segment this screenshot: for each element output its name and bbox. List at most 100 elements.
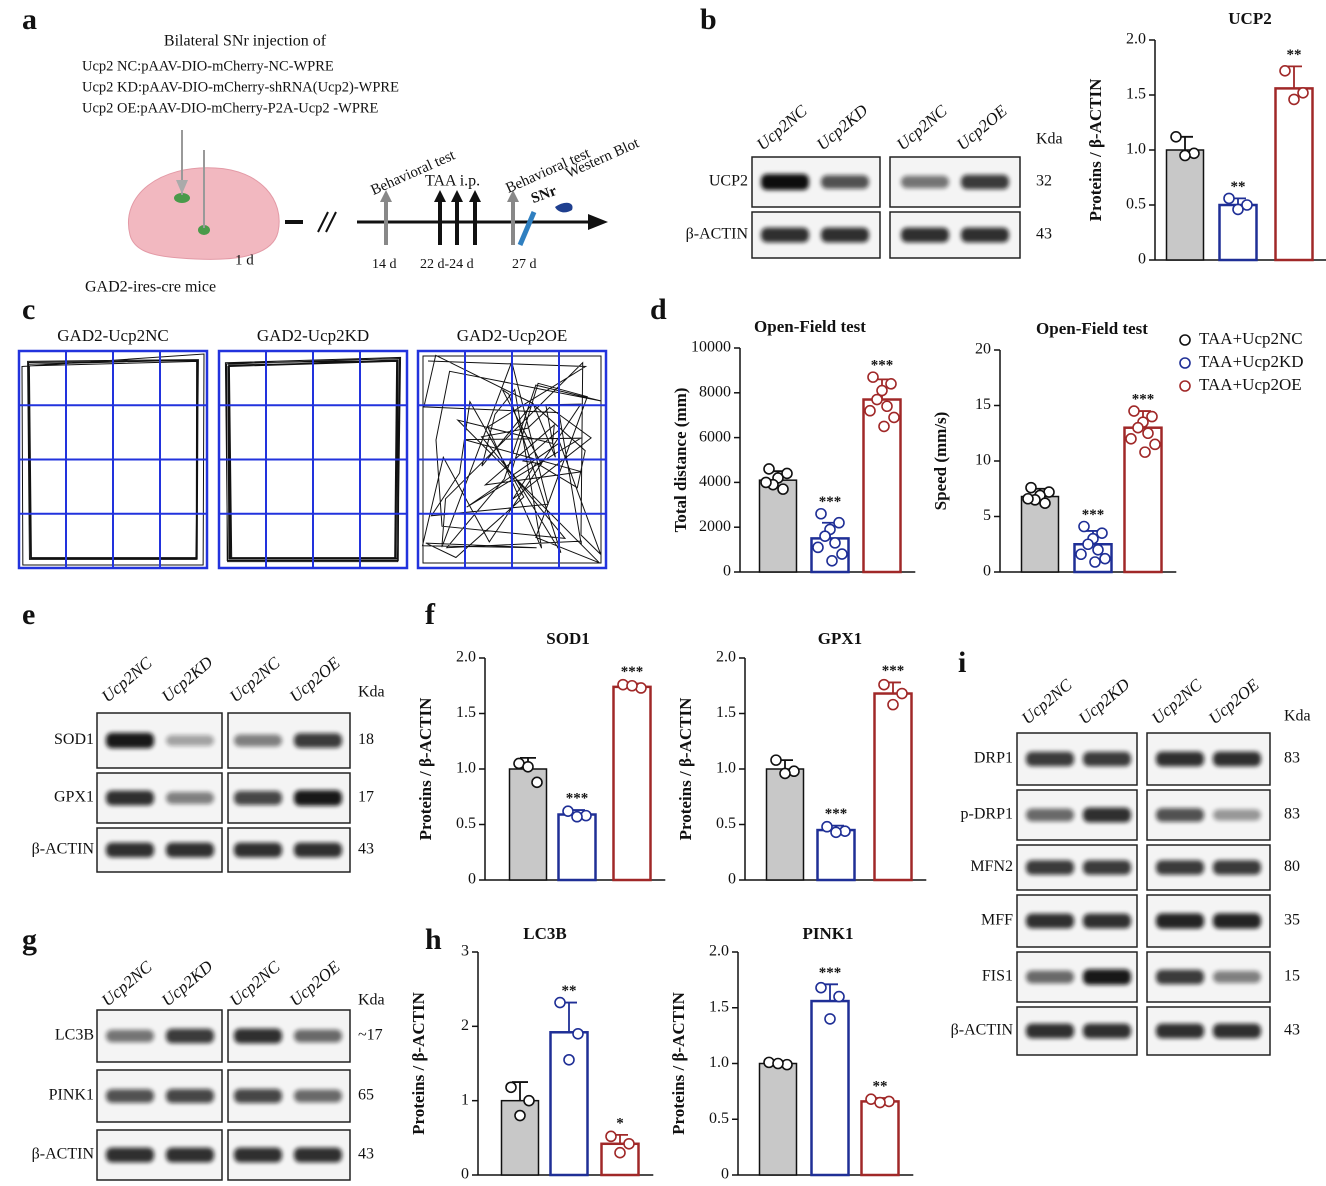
data-point: [1288, 93, 1300, 106]
data-point: [896, 687, 908, 700]
data-point: [1096, 527, 1108, 539]
data-point: [572, 1027, 584, 1040]
legend-marker: [1179, 334, 1191, 346]
chart-title: SOD1: [546, 629, 589, 648]
bar: [758, 479, 798, 573]
band: [1156, 913, 1204, 929]
data-point: [777, 483, 789, 495]
kda-value: 32: [1036, 173, 1052, 190]
data-point: [1089, 556, 1101, 568]
kda-value: 35: [1284, 912, 1300, 929]
kda-value: 43: [358, 1146, 374, 1163]
bar: [612, 685, 652, 882]
arena-label: GAD2-Ucp2KD: [257, 326, 369, 345]
data-point: [876, 384, 888, 397]
data-point: [1125, 432, 1137, 445]
band: [1026, 970, 1074, 984]
data-point: [829, 537, 841, 549]
y-tick-label: 2: [461, 1017, 469, 1034]
data-point: [878, 420, 890, 433]
data-point: [1099, 552, 1111, 565]
data-point: [833, 516, 845, 529]
data-point: [1223, 192, 1235, 205]
band: [234, 734, 282, 747]
significance: **: [562, 983, 577, 999]
row-label: β-ACTIN: [951, 1022, 1014, 1039]
chart-title: PINK1: [803, 924, 854, 943]
kda-value: 43: [1284, 1022, 1300, 1039]
significance: **: [1231, 179, 1246, 195]
lane-label: Ucp2NC: [1148, 675, 1206, 728]
data-point: [760, 476, 772, 489]
bar: [860, 1100, 900, 1177]
construct: Ucp2 KD:pAAV-DIO-mCherry-shRNA(Ucp2)-WPR…: [82, 79, 399, 95]
band: [821, 227, 869, 243]
kda-value: ~17: [358, 1027, 383, 1044]
error-bar: [512, 1081, 528, 1101]
data-point: [614, 1146, 626, 1159]
kda-value: 17: [358, 789, 374, 806]
y-tick-label: 1: [461, 1091, 469, 1108]
day-label: 14 d: [372, 257, 397, 272]
bar: [557, 813, 597, 882]
data-point: [1146, 410, 1158, 423]
band: [294, 1147, 342, 1163]
band: [1213, 1023, 1261, 1039]
data-point: [1022, 492, 1034, 505]
kda-value: 43: [358, 841, 374, 858]
data-point: [826, 554, 838, 567]
lane-label: Ucp2NC: [753, 101, 811, 154]
band: [234, 791, 282, 805]
band: [166, 1147, 214, 1163]
break: [317, 211, 337, 233]
kda-value: 18: [358, 731, 374, 748]
band: [234, 842, 282, 858]
data-point: [1279, 65, 1291, 77]
legend-marker: [1179, 357, 1191, 369]
data-point: [812, 541, 824, 554]
arena: [217, 349, 409, 570]
schematic-heading: Bilateral SNr injection of: [164, 33, 327, 50]
data-point: [772, 1057, 784, 1070]
arrow-head: [176, 180, 188, 194]
y-tick-label: 1.0: [709, 1054, 729, 1071]
significance: ***: [819, 494, 842, 510]
band: [1026, 751, 1074, 767]
bar: [758, 1062, 798, 1176]
chart-title: GPX1: [818, 629, 862, 648]
y-tick-label: 2000: [699, 518, 731, 535]
y-axis-label: Proteins / β-ACTIN: [409, 991, 428, 1134]
band: [901, 175, 949, 189]
data-point: [522, 760, 534, 773]
trace: [21, 353, 205, 566]
row-label: GPX1: [54, 789, 94, 806]
band: [1156, 860, 1204, 875]
data-point: [531, 776, 543, 789]
data-point: [605, 1130, 617, 1143]
y-axis-label: Proteins / β-ACTIN: [416, 697, 435, 840]
bar: [1020, 495, 1060, 573]
lane-label: Ucp2KD: [158, 956, 217, 1010]
band: [106, 1089, 154, 1103]
data-point: [864, 404, 876, 417]
band: [294, 790, 342, 806]
panel-label: g: [22, 923, 37, 956]
y-tick-label: 1.0: [716, 760, 736, 777]
brain-spot: [198, 225, 210, 235]
chart-title: Open-Field test: [754, 317, 866, 336]
lane-label: Ucp2NC: [893, 101, 951, 154]
data-point: [1232, 203, 1244, 216]
y-tick-label: 2.0: [709, 943, 729, 960]
lane-label: Ucp2OE: [286, 957, 344, 1010]
panel-label: h: [425, 923, 442, 956]
data-point: [1139, 446, 1151, 458]
slice: [517, 211, 537, 246]
y-tick-label: 2.0: [1126, 31, 1146, 48]
kda-value: 83: [1284, 806, 1300, 823]
band: [106, 1147, 154, 1163]
panel-label: a: [22, 3, 37, 36]
y-tick-label: 0: [468, 871, 476, 888]
band: [1213, 971, 1261, 983]
data-point: [867, 371, 879, 383]
